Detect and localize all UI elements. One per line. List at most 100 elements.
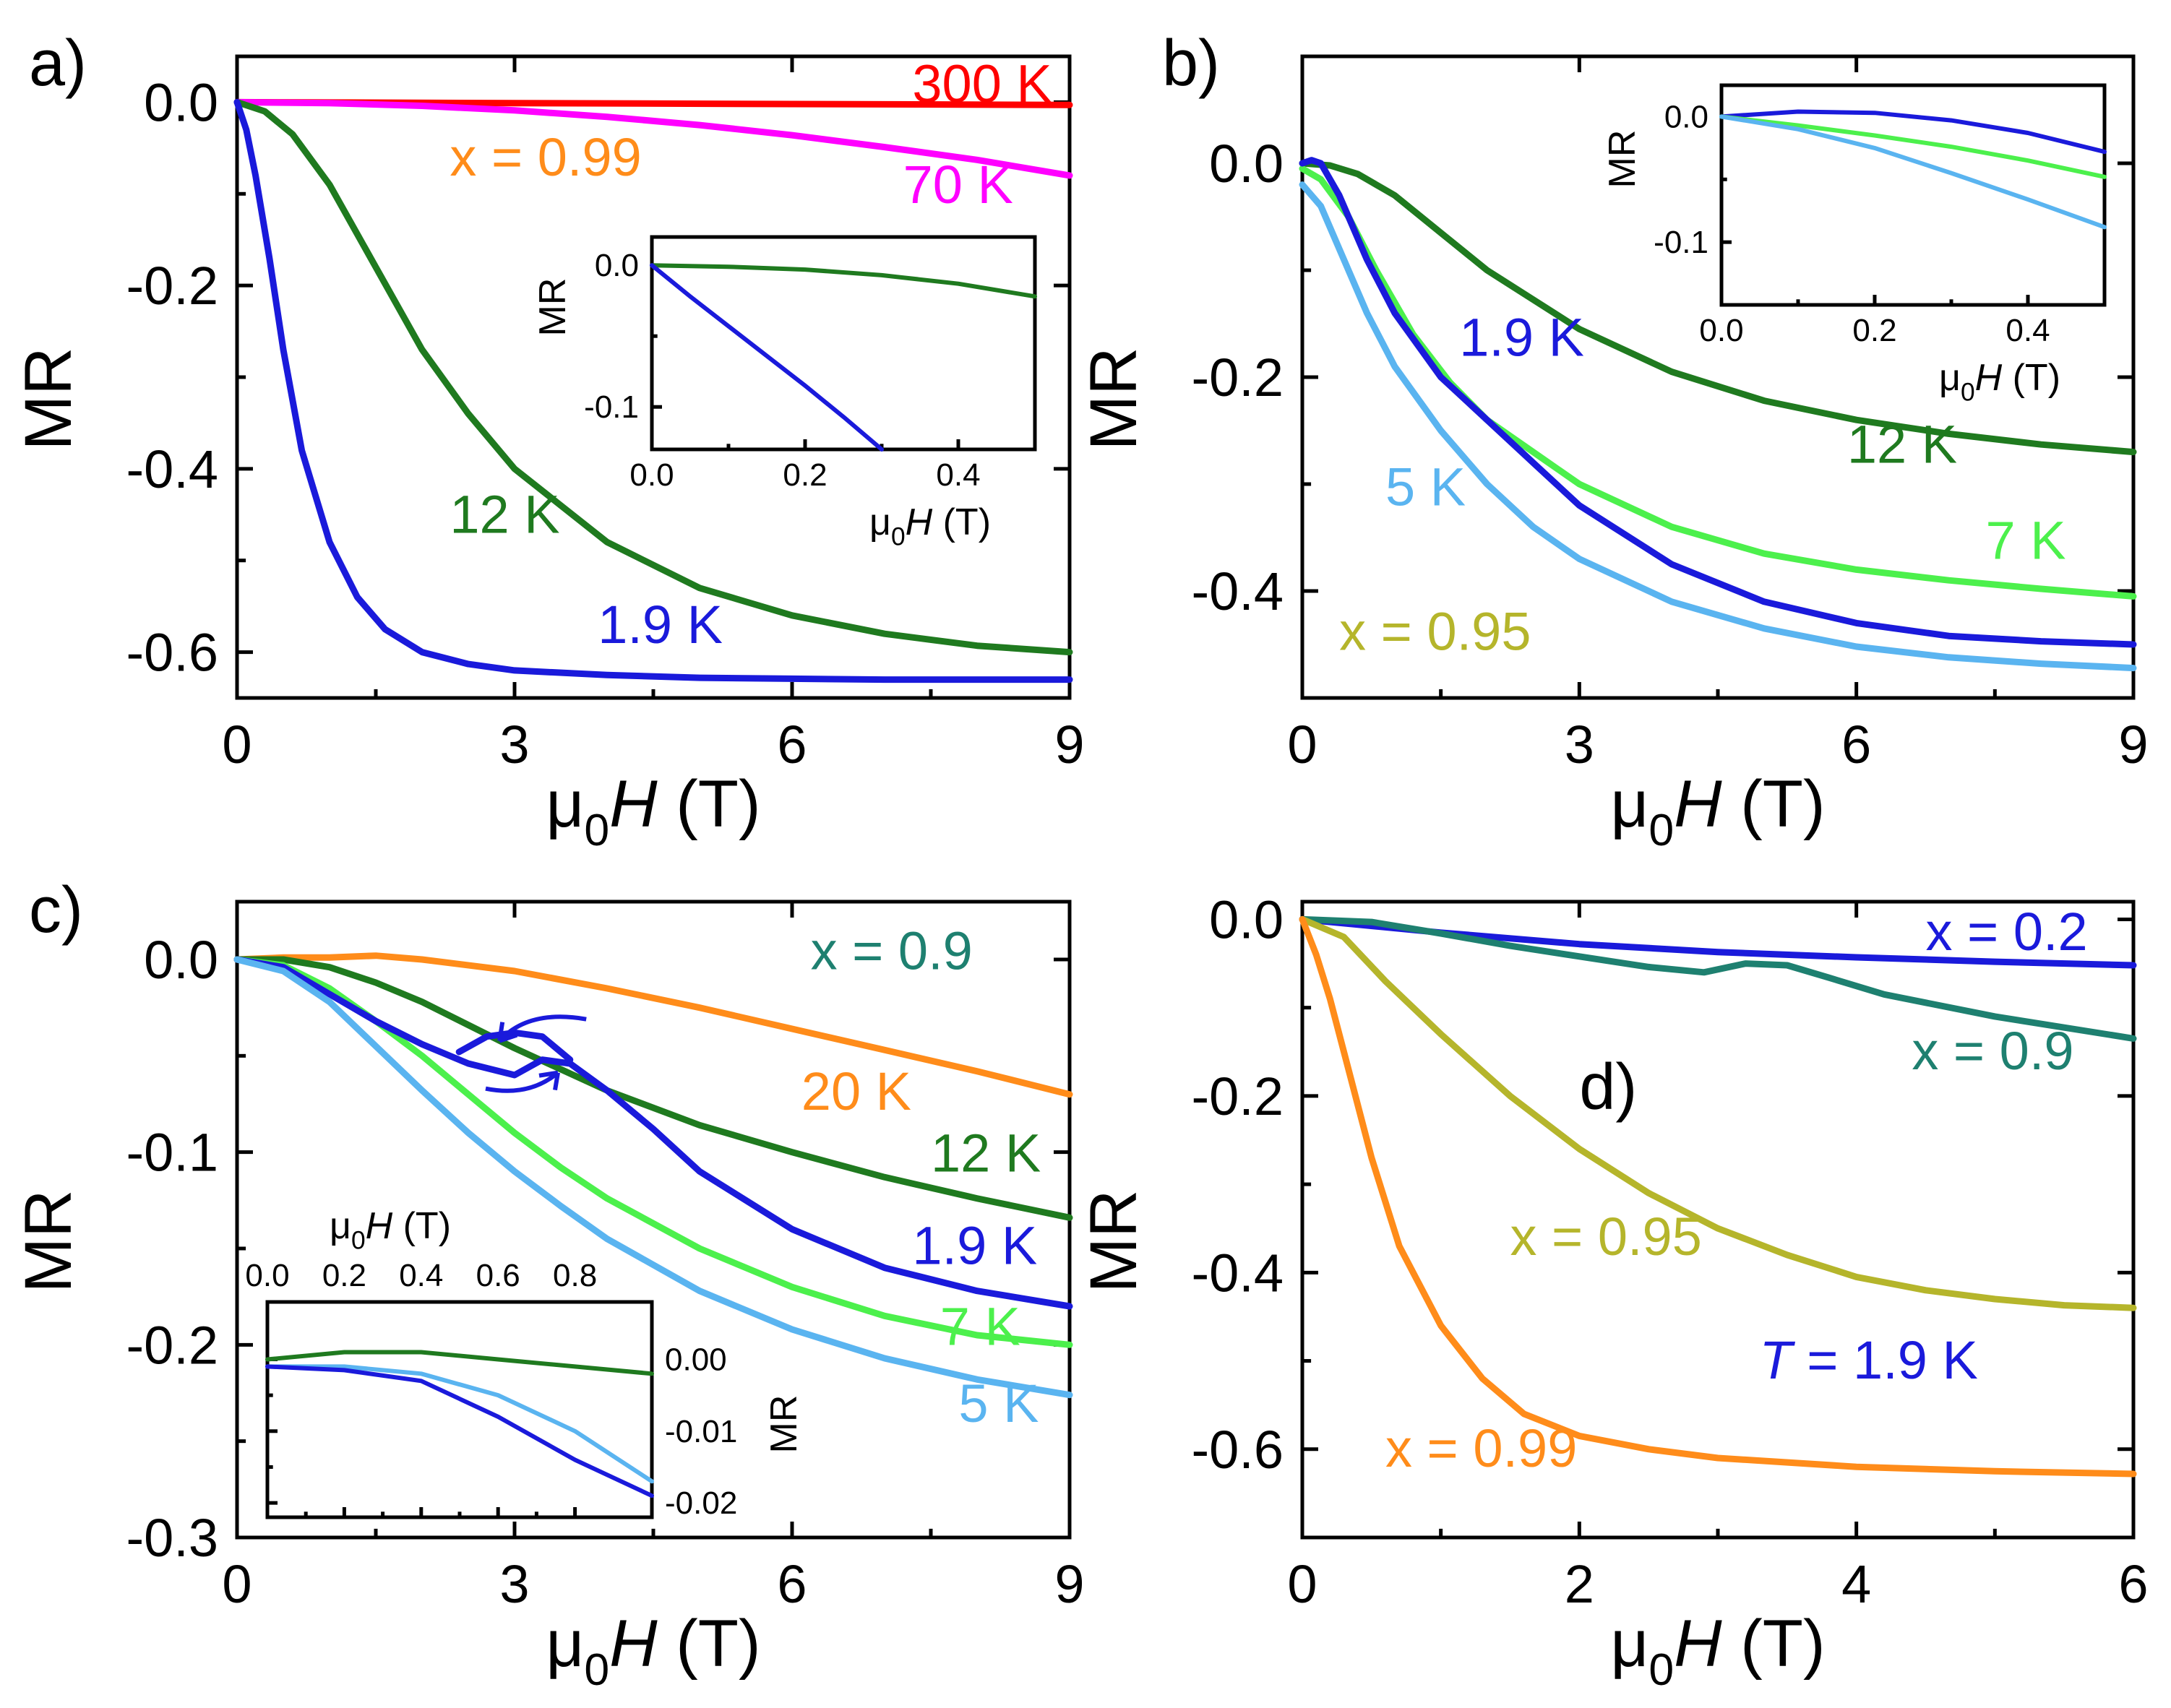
- annotation-label: 1.9 K: [598, 595, 723, 655]
- x-tick-label: 0: [1287, 1554, 1317, 1614]
- inset-x-axis-title: μ0H (T): [869, 501, 991, 551]
- inset-y-tick-label: -0.1: [584, 389, 639, 425]
- series-20-k: [233, 952, 1073, 1098]
- series-x-0-99: [1299, 915, 2137, 1478]
- inset: 0.0 0.2 0.4 0.0 -0.1 μ0H (T) MR: [1602, 83, 2107, 407]
- series-70-k: [233, 98, 1073, 179]
- inset-y-tick-label: 0.0: [1664, 99, 1708, 134]
- inset-series-7-k: [1719, 114, 2107, 179]
- annotation-label: 20 K: [801, 1061, 911, 1121]
- series-12-k: [233, 98, 1073, 656]
- series-1-9-k: [233, 956, 1073, 1310]
- inset: 0.0 0.2 0.4 0.0 -0.1 μ0H (T) MR: [532, 235, 1037, 551]
- inset-x-tick-label: 0.0: [629, 457, 674, 493]
- x-tick-label: 6: [777, 715, 807, 775]
- inset-x-tick-label: 0.8: [553, 1258, 597, 1293]
- x-tick-label: 2: [1565, 1554, 1594, 1614]
- inset-y-tick-label: 0.0: [595, 248, 639, 283]
- series-12-k: [1299, 160, 2137, 456]
- y-tick-label: -0.6: [126, 623, 218, 683]
- panel-label: a): [29, 27, 87, 100]
- annotation-label: 70 K: [903, 155, 1013, 215]
- inset-x-tick-label: 0.4: [399, 1258, 443, 1293]
- inset-series-1-9-k: [650, 263, 884, 452]
- annotation-label: 5 K: [958, 1373, 1039, 1433]
- series-5-k: [1299, 181, 2137, 672]
- series-5-k: [233, 956, 1073, 1399]
- x-tick-label: 9: [1054, 715, 1084, 775]
- inset-y-axis-title: MR: [763, 1395, 805, 1454]
- hysteresis-arrowhead-down: [538, 1070, 560, 1091]
- panel-label: d): [1579, 1051, 1637, 1123]
- x-tick-label: 6: [777, 1554, 807, 1614]
- x-tick-label: 6: [1841, 715, 1871, 775]
- x-tick-label: 6: [2118, 1554, 2148, 1614]
- inset-x-tick-label: 0.2: [322, 1258, 366, 1293]
- annotation-label: x = 0.9: [1912, 1021, 2073, 1081]
- annotation-label: x = 0.95: [1510, 1207, 1702, 1267]
- series-7-k: [233, 956, 1073, 1348]
- series-1-9-k-return: [455, 1029, 574, 1064]
- annotation-label: 12 K: [450, 485, 559, 545]
- y-tick-label: -0.2: [1191, 1066, 1284, 1126]
- y-axis-title: MR: [1077, 347, 1151, 450]
- x-tick-label: 0: [1287, 715, 1317, 775]
- y-axis-title: MR: [12, 347, 85, 450]
- inset-background: [267, 1302, 652, 1517]
- annotation-label: x = 0.99: [450, 127, 641, 187]
- y-tick-label: 0.0: [1209, 134, 1284, 194]
- panel-d: 0 2 4 6 0.0 -0.2 -0.4 -0.6 μ0H (T) MR d) x = 0.2 x =…: [1077, 889, 2149, 1694]
- y-tick-label: -0.2: [126, 1315, 218, 1375]
- series-x-0-9: [1299, 915, 2137, 1042]
- inset-frame: [650, 235, 1037, 452]
- annotation-label: T = 1.9 K: [1760, 1330, 1978, 1390]
- inset-frame: [1719, 83, 2107, 307]
- x-tick-label: 3: [499, 715, 529, 775]
- x-tick-label: 0: [222, 715, 252, 775]
- inset-x-tick-label: 0.4: [936, 457, 980, 493]
- hysteresis-arrow-up: [497, 1014, 587, 1043]
- inset-x-tick-label: 0.0: [245, 1258, 289, 1293]
- annotation-label: 7 K: [940, 1296, 1020, 1356]
- inset-x-tick-label: 0.4: [2006, 313, 2050, 348]
- annotation-label: 7 K: [1986, 511, 2066, 571]
- y-tick-label: -0.6: [1191, 1420, 1284, 1480]
- inset-series-1-9-k: [1719, 109, 2107, 155]
- y-tick-label: 0.0: [1209, 889, 1284, 949]
- hysteresis-arrowhead-up: [497, 1022, 518, 1043]
- annotation-label: x = 0.2: [1926, 902, 2088, 962]
- panel-label: b): [1162, 27, 1220, 100]
- inset-x-tick-label: 0.2: [783, 457, 827, 493]
- series-1-9-k: [233, 98, 1073, 683]
- series-x-0-95: [1299, 915, 2137, 1311]
- inset-x-axis-title: μ0H (T): [1939, 357, 2060, 407]
- inset-y-tick-label: 0.00: [665, 1342, 727, 1377]
- inset-series-12-k: [265, 1350, 654, 1376]
- inset-series-5-k: [1719, 114, 2107, 230]
- inset-x-tick-label: 0.2: [1852, 313, 1896, 348]
- y-axis-title: MR: [12, 1189, 85, 1293]
- x-axis-title: μ0H (T): [546, 767, 760, 855]
- series-1-9-k: [1299, 157, 2137, 648]
- inset-y-axis-title: MR: [1602, 130, 1643, 189]
- inset-x-tick-label: 0.6: [476, 1258, 520, 1293]
- annotation-label: x = 0.95: [1339, 601, 1531, 661]
- y-tick-label: -0.4: [1191, 561, 1284, 621]
- panel-b: 0 3 6 9 0.0 -0.2 -0.4 μ0H (T) MR b) 1.9 K 12 K 5 K 7 …: [1077, 27, 2149, 855]
- y-tick-label: 0.0: [144, 72, 218, 132]
- x-tick-label: 3: [499, 1554, 529, 1614]
- inset-series-12-k: [650, 263, 1037, 299]
- annotation-label: 1.9 K: [912, 1215, 1037, 1275]
- annotation-label: 12 K: [931, 1123, 1041, 1183]
- inset-y-tick-label: -0.01: [665, 1414, 737, 1449]
- inset-y-tick-label: -0.02: [665, 1485, 737, 1521]
- y-tick-label: -0.3: [126, 1508, 218, 1568]
- series-12-k: [233, 956, 1073, 1221]
- x-axis-title: μ0H (T): [1610, 1607, 1825, 1695]
- annotation-label: 1.9 K: [1459, 307, 1584, 367]
- y-tick-label: -0.4: [1191, 1243, 1284, 1303]
- x-axis-title: μ0H (T): [546, 1607, 760, 1695]
- annotation-label: 12 K: [1847, 414, 1957, 474]
- inset-series-5-k: [265, 1364, 654, 1484]
- panel-c: 0 3 6 9 0.0 -0.1 -0.2 -0.3 μ0H (T) MR c) x = 0.9 20 …: [12, 874, 1085, 1695]
